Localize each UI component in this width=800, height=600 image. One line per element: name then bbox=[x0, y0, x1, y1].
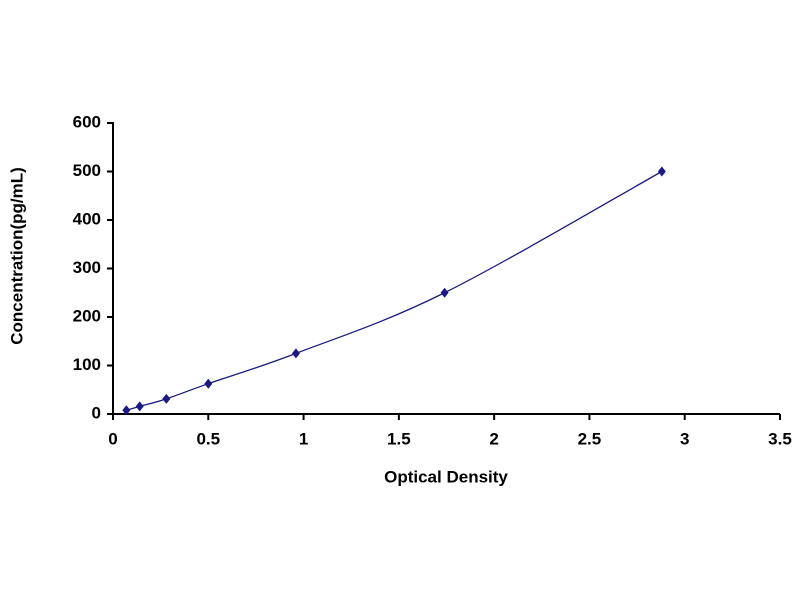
y-tick-label: 200 bbox=[73, 306, 101, 325]
x-tick-label: 3 bbox=[680, 429, 689, 448]
y-tick-label: 0 bbox=[92, 403, 101, 422]
y-tick-label: 100 bbox=[73, 355, 101, 374]
x-tick-label: 0.5 bbox=[196, 429, 220, 448]
y-tick-label: 300 bbox=[73, 258, 101, 277]
x-tick-label: 0 bbox=[108, 429, 117, 448]
point bbox=[135, 401, 144, 412]
y-axis-label: Concentration(pg/mL) bbox=[7, 167, 26, 345]
x-tick-label: 1 bbox=[299, 429, 308, 448]
point bbox=[204, 378, 213, 389]
point bbox=[291, 348, 300, 359]
y-tick-label: 400 bbox=[73, 209, 101, 228]
point bbox=[122, 405, 131, 416]
y-tick-label: 500 bbox=[73, 161, 101, 180]
point bbox=[657, 166, 666, 177]
x-tick-label: 2.5 bbox=[578, 429, 602, 448]
x-axis-label: Optical Density bbox=[384, 467, 508, 486]
x-tick-label: 1.5 bbox=[387, 429, 411, 448]
x-tick-label: 3.5 bbox=[768, 429, 792, 448]
curve bbox=[126, 170, 663, 411]
y-tick-label: 600 bbox=[73, 112, 101, 131]
point bbox=[440, 287, 449, 298]
x-tick-label: 2 bbox=[489, 429, 498, 448]
point bbox=[162, 393, 171, 404]
